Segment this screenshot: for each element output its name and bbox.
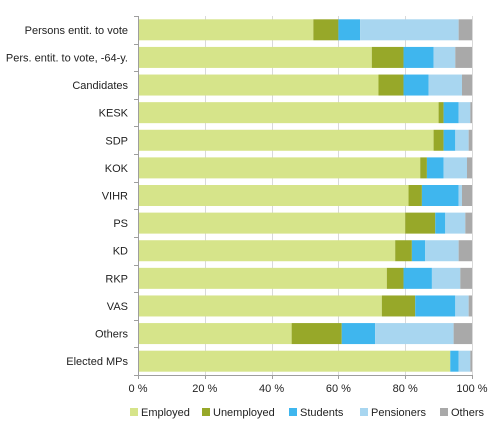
category-label: Candidates (72, 80, 128, 92)
bar-segment-others (466, 157, 472, 179)
category-label: Others (95, 329, 129, 341)
bar-segment-unemployed (420, 157, 427, 179)
bar-segment-others (470, 350, 472, 372)
bar-segment-employed (138, 19, 314, 41)
bar-segment-students (411, 240, 426, 262)
bar-segment-pensioners (455, 295, 469, 317)
legend-swatch-unemployed (202, 408, 210, 416)
legend-label-students: Students (300, 407, 344, 419)
legend-swatch-students (289, 408, 297, 416)
bar-segment-employed (138, 212, 406, 234)
bar-segment-unemployed (371, 46, 404, 68)
bar-segment-employed (138, 240, 396, 262)
bar-segment-employed (138, 185, 409, 206)
bar-segment-others (461, 74, 472, 96)
bar-segment-pensioners (455, 129, 469, 151)
legend-swatch-pensioners (360, 408, 368, 416)
x-tick-label: 40 % (259, 383, 284, 395)
bar-segment-pensioners (458, 350, 471, 372)
bar-segment-students (443, 102, 459, 124)
bar-segment-pensioners (433, 46, 456, 68)
bar-segment-unemployed (381, 295, 416, 317)
bar-segment-employed (138, 46, 372, 68)
bar-segment-employed (138, 323, 292, 345)
legend-label-employed: Employed (141, 407, 190, 419)
category-label: PS (113, 218, 128, 230)
bar-segment-pensioners (458, 102, 471, 124)
bar-segment-students (403, 267, 432, 289)
bar-segment-students (403, 46, 434, 68)
legend-swatch-employed (130, 408, 138, 416)
category-label: Persons entit. to vote (25, 25, 128, 37)
category-label: RKP (105, 273, 128, 285)
bar-segment-pensioners (375, 323, 454, 345)
bar-segment-pensioners (431, 267, 461, 289)
bar-segment-unemployed (408, 185, 422, 206)
bar-segment-students (415, 295, 456, 317)
category-label: VAS (107, 301, 128, 313)
category-labels: Persons entit. to vote Pers. entit. to vo… (6, 25, 129, 368)
bar-segment-pensioners (425, 240, 459, 262)
legend-label-others: Others (451, 407, 485, 419)
bar-segment-employed (138, 267, 387, 289)
legend-swatch-others (440, 408, 448, 416)
bar-segment-students (426, 157, 444, 179)
bar-segment-unemployed (433, 129, 444, 151)
x-tick-labels: 0 % 20 % 40 % 60 % 80 % 100 % (129, 383, 488, 395)
axes (134, 16, 473, 379)
bar-segment-employed (138, 74, 379, 96)
bar-segment-students (421, 185, 459, 206)
bar-segment-others (468, 295, 472, 317)
x-tick-label: 80 % (393, 383, 418, 395)
bar-segment-pensioners (428, 74, 462, 96)
bar-segment-others (458, 240, 472, 262)
category-label: SDP (105, 135, 128, 147)
bar-segment-pensioners (458, 185, 462, 206)
bar-segment-pensioners (443, 157, 467, 179)
bar-segment-students (450, 350, 459, 372)
category-label: VIHR (102, 191, 128, 203)
x-tick-label: 100 % (456, 383, 487, 395)
x-tick-label: 60 % (326, 383, 351, 395)
bar-segment-pensioners (445, 212, 466, 234)
category-label: KD (113, 246, 128, 258)
bar-segment-employed (138, 102, 439, 124)
bar-segment-unemployed (291, 323, 342, 345)
bar-segment-unemployed (438, 102, 444, 124)
bar-segment-employed (138, 157, 421, 179)
category-label: Pers. entit. to vote, -64-y. (6, 52, 128, 64)
bar-segment-unemployed (378, 74, 404, 96)
category-label: KOK (105, 163, 129, 175)
bar-segment-students (341, 323, 376, 345)
bar-segment-others (461, 185, 472, 206)
x-tick-label: 20 % (192, 383, 217, 395)
legend-label-pensioners: Pensioners (371, 407, 427, 419)
category-label: KESK (99, 108, 129, 120)
bar-segment-students (443, 129, 456, 151)
legend: Employed Unemployed Students Pensioners Othe… (130, 407, 485, 419)
bar-segment-pensioners (360, 19, 459, 41)
bar-segment-employed (138, 129, 434, 151)
bar-segment-others (460, 267, 472, 289)
bar-segment-unemployed (386, 267, 404, 289)
bar-segment-others (465, 212, 472, 234)
bar-segment-unemployed (395, 240, 412, 262)
bar-segment-unemployed (313, 19, 339, 41)
bar-segment-others (468, 129, 472, 151)
bar-segment-students (338, 19, 361, 41)
bar-segment-others (453, 323, 472, 345)
bar-segment-students (403, 74, 429, 96)
x-tick-label: 0 % (129, 383, 148, 395)
bar-segment-others (455, 46, 472, 68)
bar-segment-employed (138, 350, 451, 372)
bar-segment-unemployed (405, 212, 436, 234)
bars (138, 19, 472, 372)
bar-segment-others (470, 102, 472, 124)
bar-segment-employed (138, 295, 382, 317)
bar-segment-others (458, 19, 472, 41)
bar-segment-students (435, 212, 446, 234)
legend-label-unemployed: Unemployed (213, 407, 275, 419)
category-label: Elected MPs (66, 356, 128, 368)
